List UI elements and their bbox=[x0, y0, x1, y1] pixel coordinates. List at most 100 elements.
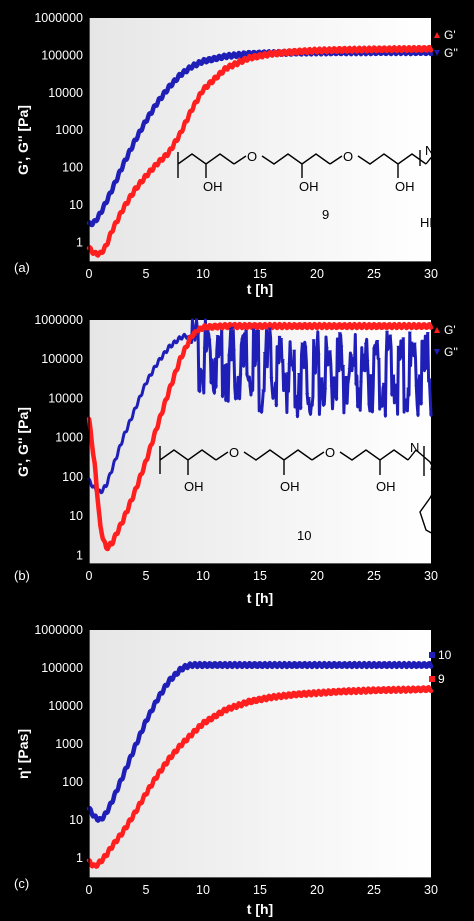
ticks-b: 0 5 10 15 20 25 30 1 10 100 1000 10000 100000 1000000 bbox=[34, 313, 438, 583]
y-tick-label: 100000 bbox=[41, 661, 83, 675]
series-1-marker bbox=[282, 372, 287, 377]
y-tick-label: 10 bbox=[69, 198, 83, 212]
structure-label-b-0: OH bbox=[184, 479, 204, 494]
marks-b bbox=[86, 318, 440, 552]
series-1-marker bbox=[256, 329, 261, 334]
series-1-marker bbox=[280, 359, 285, 363]
series-1-marker bbox=[324, 347, 329, 351]
series-1-marker bbox=[406, 387, 411, 392]
structure-label-b-8: NH bbox=[446, 510, 465, 525]
compound-label-9: 9 bbox=[322, 207, 329, 222]
x-tick-label: 20 bbox=[310, 883, 324, 897]
x-tick-label: 30 bbox=[424, 569, 438, 583]
marks-c bbox=[86, 652, 435, 869]
series-1-marker bbox=[285, 372, 290, 376]
series-1-marker bbox=[301, 365, 306, 370]
legend-marker-0 bbox=[429, 652, 435, 658]
series-1-marker bbox=[192, 338, 197, 343]
structure-label-a-6: n bbox=[458, 162, 465, 177]
x-axis-label-c: t [h] bbox=[247, 901, 273, 917]
series-1-marker bbox=[269, 377, 274, 381]
series-1-marker bbox=[217, 336, 222, 340]
series-1-marker bbox=[201, 379, 205, 383]
legend-marker-1 bbox=[434, 349, 440, 355]
series-1-marker bbox=[303, 346, 308, 350]
legend-c-1: 9 bbox=[438, 672, 445, 686]
legend-marker-0 bbox=[434, 32, 440, 38]
x-axis-label-b: t [h] bbox=[247, 590, 273, 606]
series-1-marker bbox=[331, 392, 336, 396]
series-1-marker bbox=[223, 398, 228, 403]
series-1-marker bbox=[383, 414, 388, 418]
series-1-marker bbox=[230, 326, 235, 331]
series-1-marker bbox=[271, 396, 276, 401]
panel-a: 0 5 10 15 20 25 30 1 10 100 1000 10000 100000 1000000… bbox=[14, 11, 467, 297]
series-1-marker bbox=[352, 363, 357, 368]
series-1-marker bbox=[197, 389, 202, 394]
series-1-marker bbox=[378, 397, 383, 401]
y-tick-label: 10000 bbox=[48, 391, 83, 405]
series-1-marker bbox=[264, 329, 269, 333]
series-1-marker bbox=[394, 384, 399, 389]
series-1-marker bbox=[225, 373, 230, 377]
series-1-marker bbox=[207, 339, 212, 343]
series-1-marker bbox=[191, 327, 196, 331]
series-1-marker bbox=[308, 412, 313, 417]
series-1-marker bbox=[243, 339, 248, 343]
series-1-marker bbox=[415, 413, 420, 418]
legend-b-0: G' bbox=[444, 323, 456, 337]
series-1-marker bbox=[210, 378, 215, 383]
series-1-marker bbox=[246, 378, 251, 383]
series-1-marker bbox=[396, 345, 401, 350]
x-tick-label: 5 bbox=[143, 569, 150, 583]
series-1-marker bbox=[274, 404, 279, 408]
series-1-marker bbox=[372, 347, 376, 352]
structure-label-b-6: n bbox=[430, 458, 437, 473]
series-1-marker bbox=[399, 345, 404, 349]
series-1-marker bbox=[244, 373, 249, 378]
series-1-marker bbox=[368, 374, 373, 378]
legend-a-0: G' bbox=[444, 28, 456, 42]
series-1-marker bbox=[414, 385, 419, 389]
series-1-marker bbox=[362, 353, 367, 358]
structure-10 bbox=[159, 446, 471, 541]
series-1-marker bbox=[349, 354, 354, 359]
series-1-marker bbox=[275, 353, 280, 357]
structure-label-b-4: O bbox=[325, 445, 335, 460]
y-tick-label: 10000 bbox=[48, 699, 83, 713]
series-1-marker bbox=[235, 396, 240, 401]
series-1-marker bbox=[253, 363, 258, 368]
series-1-marker bbox=[367, 403, 372, 407]
series-1-marker bbox=[297, 373, 302, 377]
series-1-marker bbox=[196, 333, 201, 337]
x-tick-label: 10 bbox=[196, 883, 210, 897]
series-1-marker bbox=[258, 407, 262, 411]
series-1-trace bbox=[86, 685, 434, 869]
series-1-marker bbox=[249, 383, 254, 387]
legend-a-1: G'' bbox=[444, 46, 458, 60]
series-1-marker bbox=[332, 385, 337, 390]
series-1-marker bbox=[284, 382, 289, 387]
series-1-marker bbox=[375, 340, 380, 344]
series-1-marker bbox=[295, 415, 300, 419]
series-1-marker bbox=[398, 357, 403, 361]
series-1-marker bbox=[373, 352, 378, 356]
structure-label-b-1: OH bbox=[280, 479, 300, 494]
x-tick-label: 20 bbox=[310, 267, 324, 281]
y-tick-label: 100 bbox=[62, 161, 83, 175]
series-1-marker bbox=[212, 391, 217, 396]
series-1-marker bbox=[355, 405, 360, 409]
series-1-marker bbox=[323, 388, 328, 392]
series-1-marker bbox=[393, 383, 398, 388]
series-1-marker bbox=[386, 344, 391, 349]
series-1-marker bbox=[380, 404, 385, 409]
series-1-marker bbox=[316, 353, 321, 358]
series-1-marker bbox=[404, 406, 409, 410]
x-tick-label: 10 bbox=[196, 569, 210, 583]
series-1-marker bbox=[318, 391, 323, 396]
series-1-marker bbox=[293, 394, 298, 399]
structure-label-a-8: HN bbox=[420, 215, 439, 230]
series-1-marker bbox=[205, 330, 210, 334]
ticks-a: 0 5 10 15 20 25 30 1 10 100 1000 10000 100000 1000000 bbox=[34, 11, 438, 281]
series-1-marker bbox=[311, 339, 316, 343]
